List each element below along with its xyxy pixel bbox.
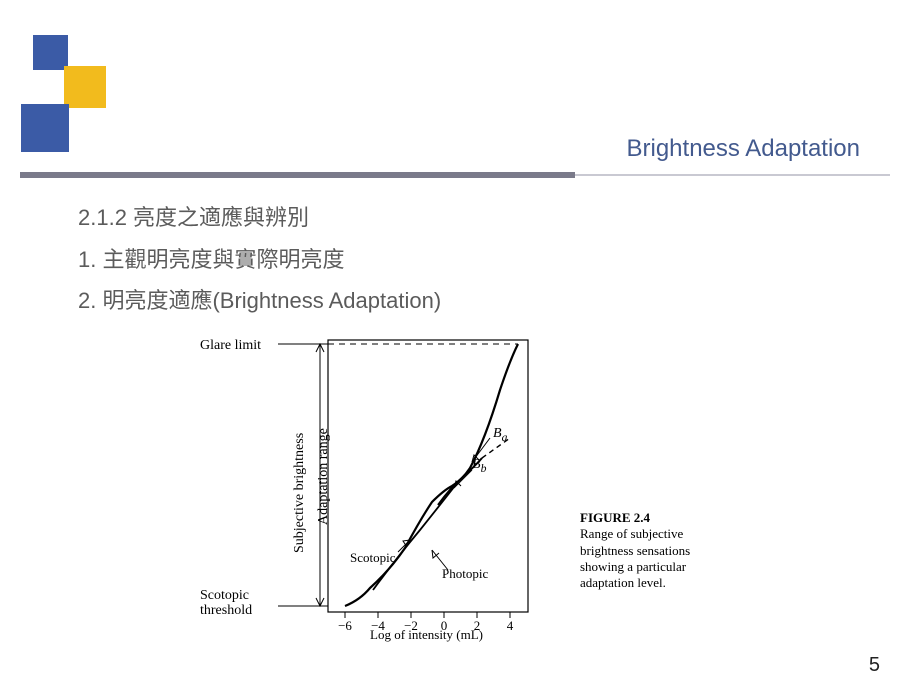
title-underline-light [575, 174, 890, 176]
body-line-3: 2. 明亮度適應(Brightness Adaptation) [78, 283, 441, 315]
figure-svg: −6 −4 −2 0 2 4 [210, 330, 730, 640]
figure-caption: FIGURE 2.4 Range of subjective brightnes… [580, 510, 700, 591]
body-line-1: 2.1.2 亮度之適應與辨別 [78, 200, 309, 232]
body-line-2: 1. 主觀明亮度與實際明亮度 [78, 242, 344, 274]
title-underline-dark [20, 172, 575, 178]
ba-label: Ba [493, 426, 507, 444]
plot-box [328, 340, 528, 612]
brightness-figure: Glare limit Scotopic threshold Subjectiv… [210, 330, 730, 640]
decor-square-blue-large [21, 104, 69, 152]
scotopic-threshold-label: Scotopic threshold [200, 588, 252, 619]
caption-text: Range of subjective brightness sensation… [580, 526, 690, 590]
bb-label: Bb [472, 457, 486, 475]
page-number: 5 [869, 654, 880, 677]
scotopic-label: Scotopic [350, 550, 396, 566]
photopic-label: Photopic [442, 566, 488, 582]
decor-square-blue-small [33, 35, 68, 70]
decor-square-yellow [64, 66, 106, 108]
slide-title: Brightness Adaptation [627, 135, 861, 163]
y-axis-label: Subjective brightness [292, 433, 308, 553]
x-axis-label: Log of intensity (mL) [370, 627, 483, 643]
caption-title: FIGURE 2.4 [580, 510, 650, 525]
adaptation-range-label: Adaptation range [316, 428, 332, 525]
svg-text:−6: −6 [338, 618, 352, 633]
svg-text:4: 4 [507, 618, 514, 633]
glare-limit-label: Glare limit [200, 338, 261, 354]
